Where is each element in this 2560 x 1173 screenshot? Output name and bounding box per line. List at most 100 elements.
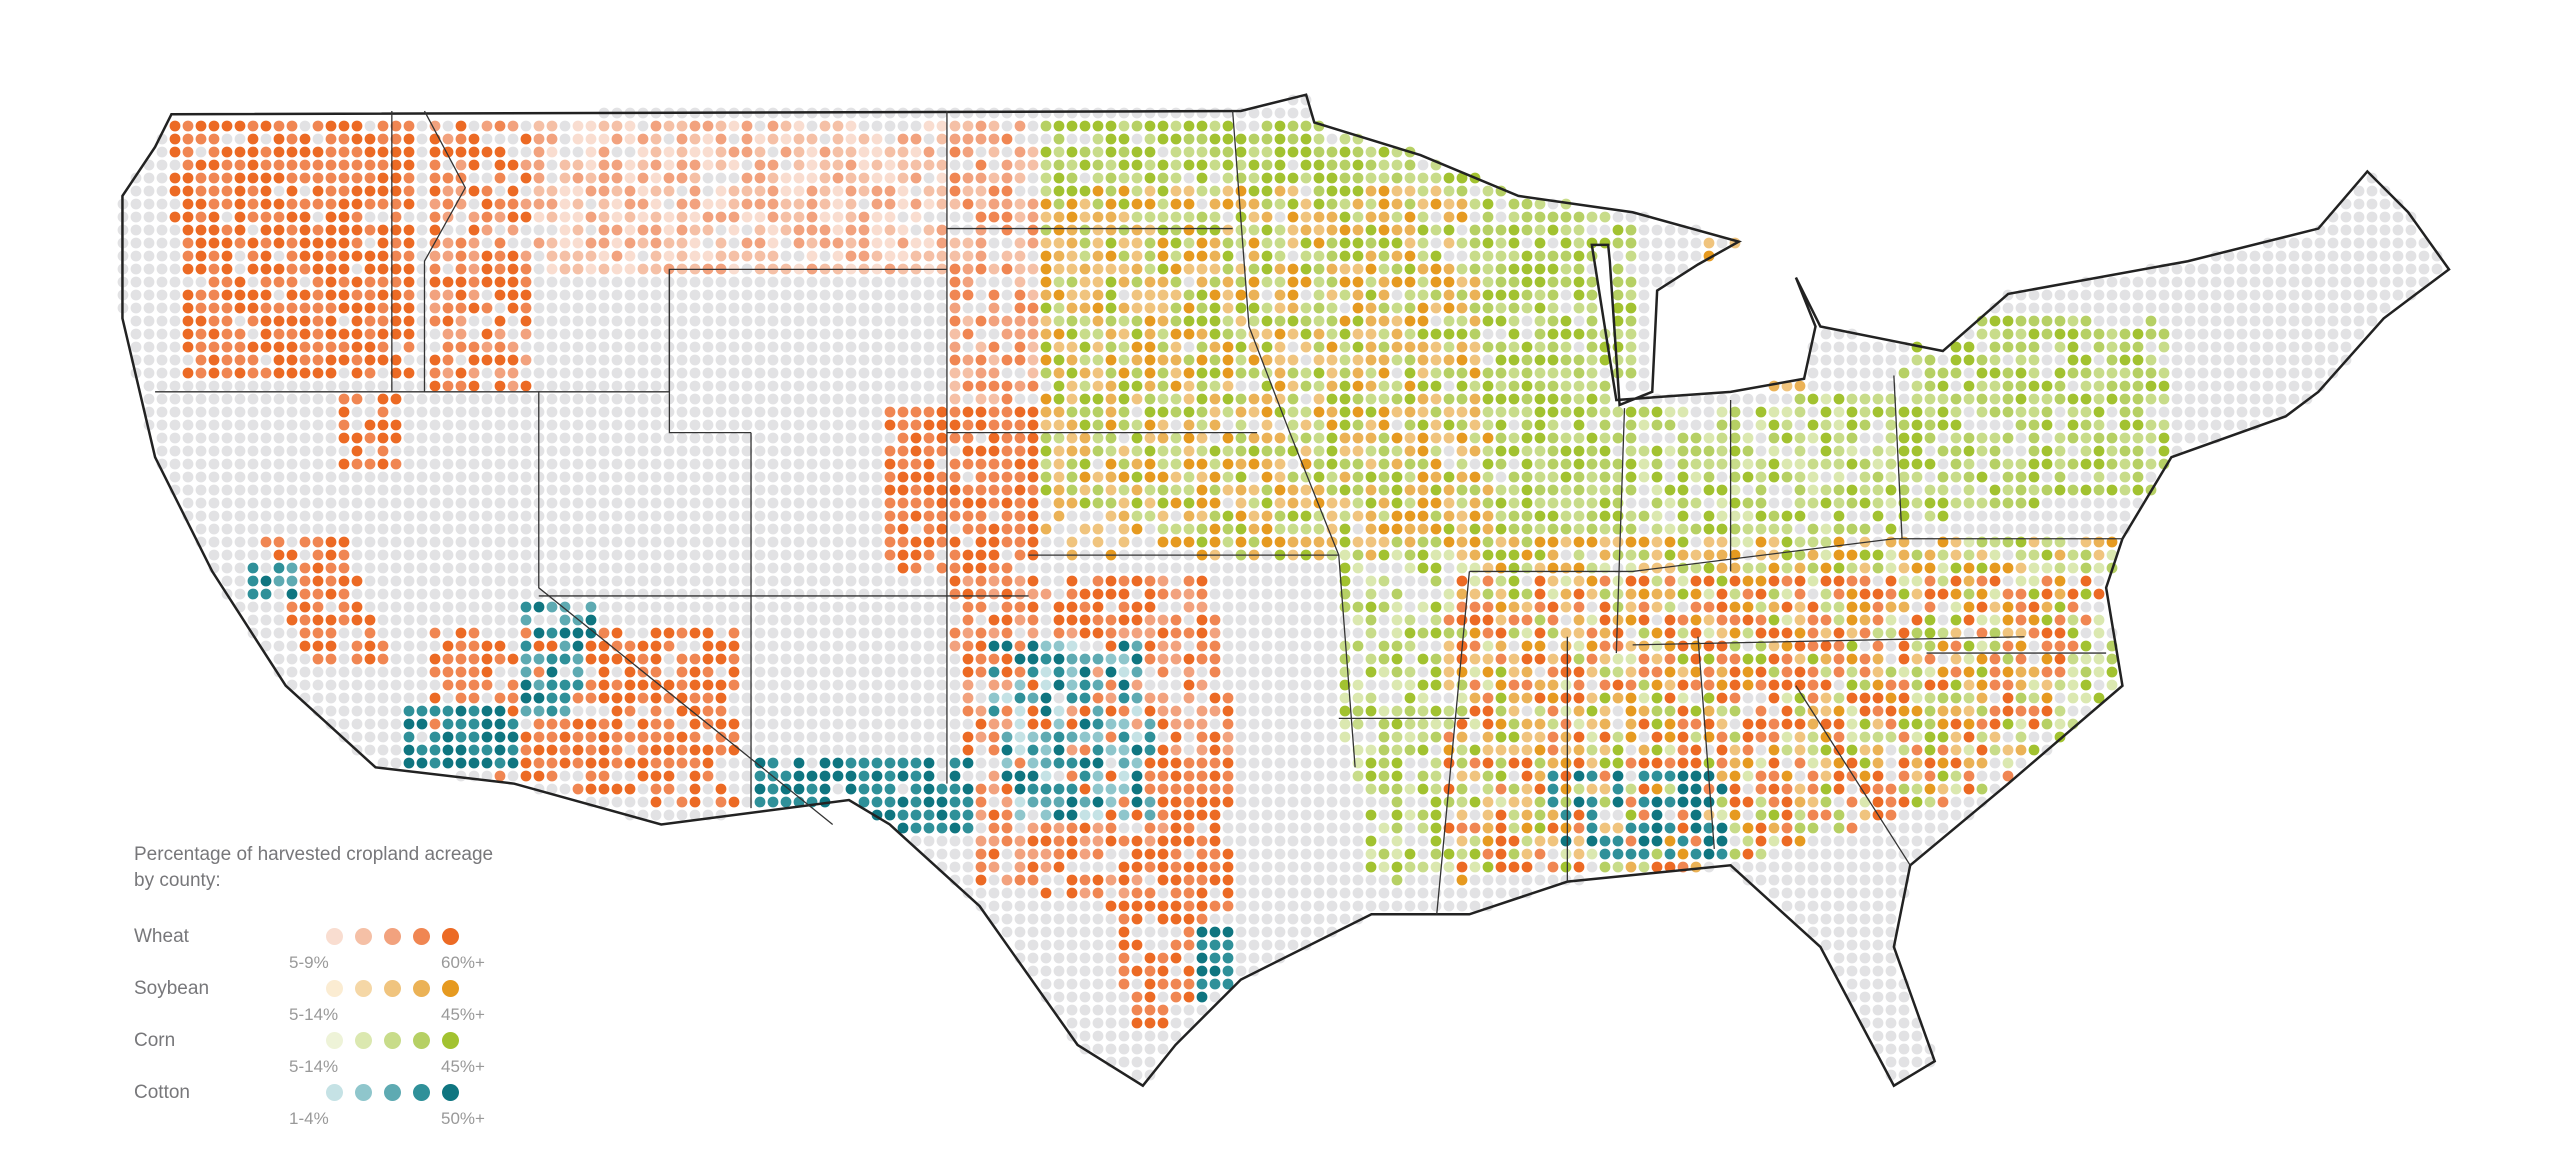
county-dot: [338, 432, 350, 444]
county-dot: [2132, 471, 2144, 483]
county-dot: [1313, 237, 1325, 249]
county-dot: [351, 445, 363, 457]
county-dot: [715, 315, 727, 327]
county-dot: [2041, 445, 2053, 457]
county-dot: [1300, 432, 1312, 444]
county-dot: [1105, 432, 1117, 444]
county-dot: [2236, 354, 2248, 366]
county-dot: [1885, 354, 1897, 366]
county-dot: [442, 328, 454, 340]
county-dot: [1573, 458, 1585, 470]
county-dot: [871, 432, 883, 444]
county-dot: [1690, 484, 1702, 496]
county-dot: [1365, 328, 1377, 340]
county-dot: [1313, 523, 1325, 535]
county-dot: [1001, 146, 1013, 158]
county-dot: [2327, 224, 2339, 236]
county-dot: [884, 471, 896, 483]
county-dot: [1365, 549, 1377, 561]
county-dot: [559, 289, 571, 301]
county-dot: [169, 445, 181, 457]
county-dot: [1092, 315, 1104, 327]
county-dot: [1924, 497, 1936, 509]
county-dot: [520, 211, 532, 223]
county-dot: [1469, 250, 1481, 262]
county-dot: [793, 406, 805, 418]
county-dot: [1807, 445, 1819, 457]
county-dot: [884, 250, 896, 262]
county-dot: [988, 549, 1000, 561]
county-dot: [624, 250, 636, 262]
county-dot: [897, 159, 909, 171]
county-dot: [1391, 198, 1403, 210]
county-dot: [1105, 497, 1117, 509]
county-dot: [637, 406, 649, 418]
county-dot: [702, 523, 714, 535]
county-dot: [1976, 328, 1988, 340]
county-dot: [416, 406, 428, 418]
county-dot: [949, 510, 961, 522]
county-dot: [2236, 393, 2248, 405]
county-dot: [1703, 393, 1715, 405]
county-dot: [1651, 445, 1663, 457]
county-dot: [845, 523, 857, 535]
county-dot: [663, 159, 675, 171]
county-dot: [1898, 406, 1910, 418]
county-dot: [338, 341, 350, 353]
county-dot: [2106, 341, 2118, 353]
county-dot: [1248, 341, 1260, 353]
county-dot: [611, 471, 623, 483]
county-dot: [741, 328, 753, 340]
county-dot: [1222, 497, 1234, 509]
county-dot: [208, 302, 220, 314]
county-dot: [559, 406, 571, 418]
county-dot: [1599, 458, 1611, 470]
county-dot: [221, 549, 233, 561]
county-dot: [1170, 315, 1182, 327]
county-dot: [1157, 289, 1169, 301]
county-dot: [572, 250, 584, 262]
county-dot: [2327, 276, 2339, 288]
county-dot: [741, 302, 753, 314]
county-dot: [949, 133, 961, 145]
county-dot: [1976, 549, 1988, 561]
county-dot: [1417, 367, 1429, 379]
county-dot: [1300, 510, 1312, 522]
county-dot: [1404, 484, 1416, 496]
county-dot: [1521, 562, 1533, 574]
county-dot: [897, 315, 909, 327]
county-dot: [429, 211, 441, 223]
county-dot: [650, 354, 662, 366]
county-dot: [2041, 419, 2053, 431]
county-dot: [858, 458, 870, 470]
county-dot: [2002, 471, 2014, 483]
county-dot: [2327, 367, 2339, 379]
county-dot: [1131, 237, 1143, 249]
county-dot: [1378, 419, 1390, 431]
county-dot: [442, 562, 454, 574]
county-dot: [1352, 263, 1364, 275]
county-dot: [1391, 536, 1403, 548]
county-dot: [611, 523, 623, 535]
county-dot: [2288, 302, 2300, 314]
county-dot: [507, 549, 519, 561]
county-dot: [1313, 341, 1325, 353]
county-dot: [1521, 354, 1533, 366]
county-dot: [715, 510, 727, 522]
county-dot: [2002, 315, 2014, 327]
county-dot: [1170, 224, 1182, 236]
county-dot: [2184, 328, 2196, 340]
county-dot: [1170, 133, 1182, 145]
county-dot: [2275, 341, 2287, 353]
county-dot: [949, 536, 961, 548]
county-dot: [1703, 536, 1715, 548]
county-dot: [2054, 484, 2066, 496]
county-dot: [858, 276, 870, 288]
county-dot: [1495, 367, 1507, 379]
county-dot: [585, 523, 597, 535]
county-dot: [637, 510, 649, 522]
county-dot: [858, 185, 870, 197]
county-dot: [715, 276, 727, 288]
county-dot: [338, 367, 350, 379]
